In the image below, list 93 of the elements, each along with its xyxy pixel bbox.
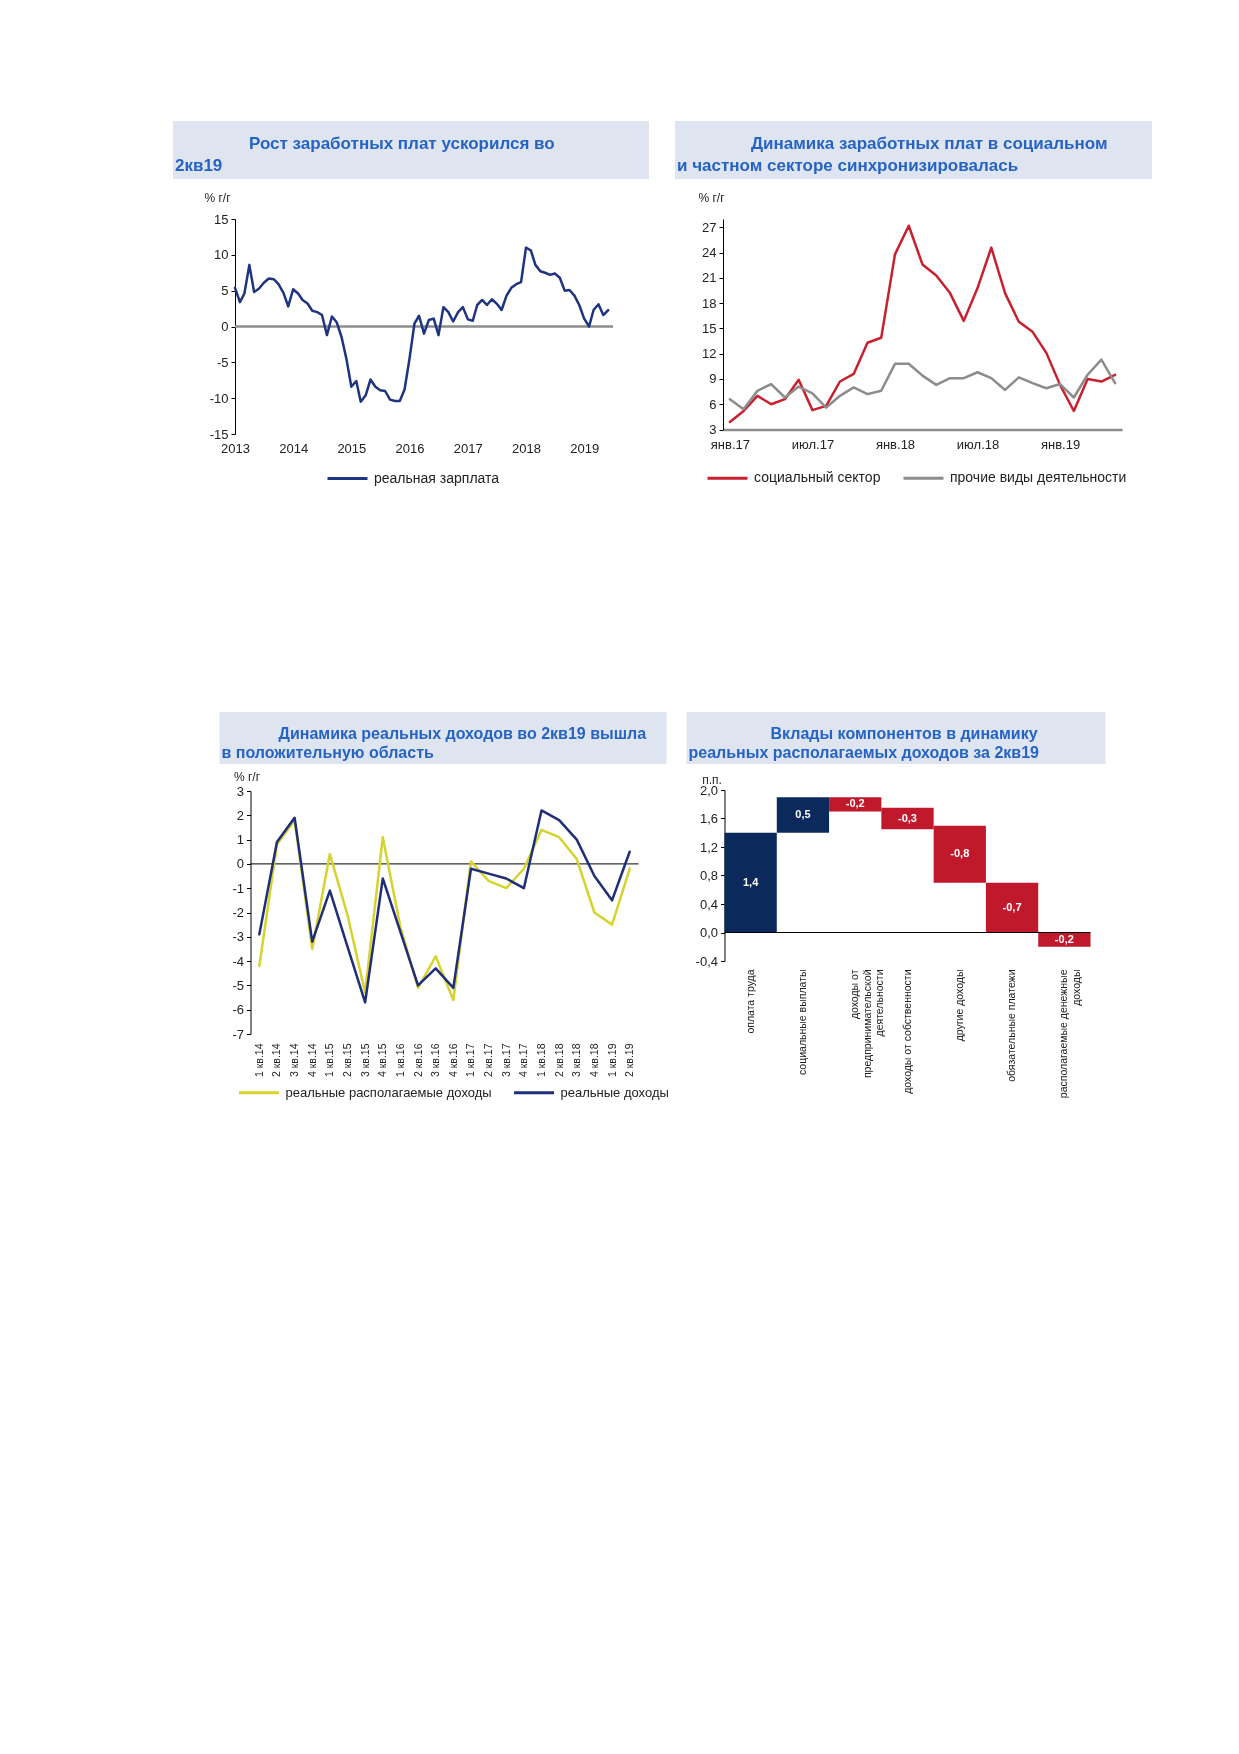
x-tick-label: 2016: [395, 440, 425, 456]
x-tick-label: июл.18: [956, 437, 1000, 452]
x-tick-label: янв.19: [1040, 437, 1081, 452]
y-axis-title: % г/г: [698, 190, 726, 205]
x-tick-label: 2 кв.17: [482, 1043, 495, 1078]
legend-label: реальные располагаемые доходы: [285, 1084, 492, 1100]
y-tick-label: 2: [236, 807, 244, 823]
x-tick-label: 2018: [512, 440, 541, 456]
x-tick-label: 2014: [279, 440, 309, 456]
y-tick-label: -5: [216, 354, 229, 370]
y-tick-label: 9: [709, 371, 717, 387]
x-tick-label: 2013: [221, 440, 250, 456]
x-tick-label: 1 кв.16: [393, 1043, 406, 1078]
x-tick-label: другие доходы: [952, 969, 965, 1042]
y-tick-label: 1,6: [699, 811, 718, 826]
x-tick-label: 4 кв.14: [305, 1043, 318, 1078]
x-tick-label: 4 кв.18: [587, 1043, 600, 1078]
y-tick-label: 15: [214, 211, 229, 227]
y-tick-label: 0,0: [699, 925, 718, 940]
y-axis-title: % г/г: [204, 190, 232, 205]
x-tick-label: 2 кв.16: [411, 1043, 424, 1078]
x-tick-label: янв.18: [875, 437, 916, 452]
x-tick-label: располагаемые денежные доходы: [1057, 969, 1082, 1099]
y-tick-label: 27: [702, 219, 717, 235]
x-tick-label: 3 кв.18: [570, 1043, 583, 1078]
y-tick-label: -2: [232, 905, 244, 920]
y-tick-label: 3: [709, 422, 717, 437]
y-tick-label: 10: [214, 247, 229, 263]
legend-label: реальные доходы: [560, 1084, 669, 1100]
y-tick-label: 24: [702, 245, 717, 261]
y-tick-label: 6: [709, 396, 717, 412]
y-tick-label: -7: [232, 1026, 244, 1042]
y-tick-label: -4: [232, 953, 244, 969]
y-axis-title: п.п.: [702, 772, 722, 787]
y-tick-label: 0,8: [699, 868, 718, 883]
y-tick-label: 18: [702, 295, 717, 311]
legend-label: социальный сектор: [754, 469, 881, 486]
y-tick-label: 12: [702, 346, 717, 362]
chart-title: Рост заработных плат ускорился во 2кв19: [175, 134, 555, 175]
y-tick-label: 1: [236, 832, 244, 848]
data-label: -0,8: [950, 847, 970, 860]
data-label: 0,5: [795, 807, 811, 820]
data-label: 1,4: [742, 875, 760, 888]
x-tick-label: обязательные платежи: [1005, 969, 1018, 1082]
x-tick-label: 4 кв.16: [446, 1043, 459, 1078]
y-tick-label: 3: [236, 783, 244, 799]
x-tick-label: оплата труда: [743, 969, 756, 1034]
y-tick-label: 5: [221, 283, 229, 299]
chart-title: Вклады компонентов в динамику реальных располагаемых доходов за 2кв19: [688, 725, 1040, 761]
x-tick-label: 3 кв.14: [288, 1043, 301, 1078]
y-tick-label: -5: [232, 977, 244, 993]
legend-label: прочие виды деятельности: [950, 469, 1127, 486]
y-tick-label: -10: [209, 390, 229, 406]
y-tick-label: -3: [232, 929, 244, 945]
chart-title: Динамика реальных доходов во 2кв19 вышла в положительную область: [221, 725, 647, 761]
x-tick-label: 2 кв.14: [270, 1043, 283, 1078]
x-tick-label: 1 кв.19: [605, 1043, 618, 1078]
y-tick-label: 0: [236, 856, 244, 872]
y-tick-label: 15: [702, 320, 717, 336]
y-tick-label: 0,4: [699, 896, 718, 912]
y-tick-label: 0: [221, 319, 229, 334]
x-tick-label: доходы от собственности: [900, 969, 913, 1094]
x-tick-label: 2017: [453, 440, 483, 456]
y-tick-label: -6: [232, 1002, 244, 1018]
x-tick-label: 2019: [570, 440, 600, 456]
x-tick-label: 1 кв.15: [323, 1043, 336, 1078]
x-tick-label: 1 кв.18: [535, 1043, 547, 1078]
chart-title: Динамика заработных плат в социальном и частном секторе синхронизировалась: [677, 134, 1108, 175]
data-label: -0,2: [1054, 932, 1074, 945]
y-tick-label: -1: [232, 880, 244, 896]
x-tick-label: 2 кв.19: [623, 1043, 636, 1078]
x-tick-label: социальные выплаты: [795, 969, 808, 1076]
y-tick-label: -15: [209, 426, 229, 442]
x-tick-label: 1 кв.14: [252, 1043, 265, 1078]
x-tick-label: 1 кв.17: [464, 1043, 477, 1078]
x-tick-label: 3 кв.17: [499, 1043, 512, 1078]
x-tick-label: 2 кв.18: [552, 1043, 565, 1078]
x-tick-label: 3 кв.16: [429, 1043, 442, 1078]
x-tick-label: июл.17: [791, 437, 835, 452]
y-axis-title: % г/г: [233, 769, 261, 784]
y-tick-label: 21: [702, 270, 717, 286]
data-label: -0,3: [898, 811, 917, 824]
data-label: -0,7: [1002, 900, 1022, 913]
y-tick-label: -0,4: [695, 953, 718, 969]
x-tick-label: 4 кв.15: [376, 1043, 389, 1078]
x-tick-label: 2015: [337, 440, 367, 456]
x-tick-label: янв.17: [710, 437, 750, 452]
x-tick-label: 4 кв.17: [517, 1043, 530, 1078]
legend-label: реальная зарплата: [374, 469, 500, 486]
x-tick-label: 3 кв.15: [358, 1043, 371, 1078]
data-label: -0,2: [845, 797, 865, 810]
y-tick-label: 1,2: [699, 839, 718, 855]
x-tick-label: 2 кв.15: [341, 1043, 353, 1078]
